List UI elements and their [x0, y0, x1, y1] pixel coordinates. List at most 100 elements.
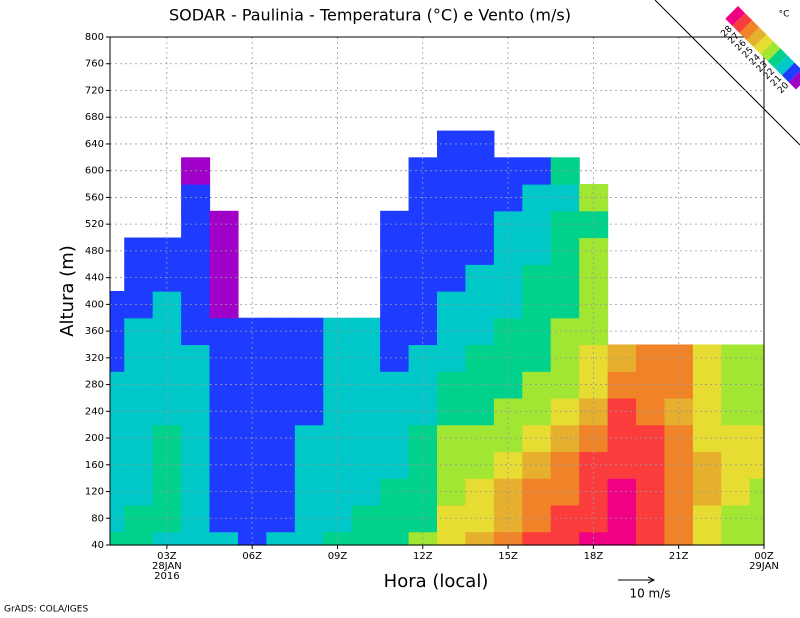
heat-cell — [124, 291, 154, 319]
heat-cell — [110, 317, 125, 346]
chart-title: SODAR - Paulinia - Temperatura (°C) e Ve… — [169, 6, 571, 25]
heat-cell — [692, 344, 722, 372]
heat-cell — [294, 504, 324, 533]
heat-cell — [380, 478, 410, 506]
y-axis-label: Altura (m) — [57, 245, 78, 337]
x-date-label: 2016 — [154, 571, 179, 582]
heat-cell — [152, 291, 182, 319]
heat-cell — [721, 531, 751, 546]
reference-label: 10 m/s — [629, 587, 670, 601]
x-tick-label: 06Z — [242, 551, 262, 562]
y-tick-label: 360 — [85, 326, 104, 337]
heat-cell — [110, 504, 125, 533]
x-tick-label: 09Z — [328, 551, 348, 562]
heat-cell — [124, 424, 154, 453]
heat-cell — [380, 504, 410, 533]
heat-cell — [749, 371, 765, 399]
heat-cell — [110, 424, 125, 453]
heat-cell — [692, 478, 722, 506]
heat-cell — [749, 478, 765, 506]
x-axis-label: Hora (local) — [384, 571, 489, 592]
heat-cell — [124, 237, 154, 265]
heat-cell — [579, 371, 609, 399]
heat-cell — [124, 451, 154, 479]
y-tick-label: 480 — [85, 246, 104, 257]
heat-cell — [209, 210, 239, 239]
y-tick-label: 80 — [91, 513, 104, 524]
y-tick-label: 400 — [85, 299, 104, 310]
y-tick-label: 560 — [85, 192, 104, 203]
heat-cell — [493, 291, 523, 319]
colorbar-swatch — [732, 13, 753, 33]
heat-cell — [380, 317, 410, 346]
heat-cell — [380, 531, 410, 546]
heat-cell — [237, 317, 267, 346]
x-tick-label: 15Z — [498, 551, 518, 562]
y-tick-label: 120 — [85, 487, 104, 498]
heat-cell — [408, 317, 438, 346]
heat-cell — [692, 424, 722, 453]
heat-cell — [294, 478, 324, 506]
heat-cell — [124, 264, 154, 292]
heat-cell — [110, 451, 125, 479]
heat-cell — [323, 451, 353, 479]
heat-cell — [209, 317, 239, 346]
heat-cell — [110, 344, 125, 372]
heat-cell — [209, 531, 239, 546]
heat-cell — [294, 344, 324, 372]
heat-cell — [110, 291, 125, 319]
heat-cell — [152, 371, 182, 399]
x-tick-label: 18Z — [584, 551, 604, 562]
y-tick-label: 280 — [85, 380, 104, 391]
heat-cell — [749, 344, 765, 372]
heat-cell — [579, 291, 609, 319]
heat-cell — [749, 424, 765, 453]
heat-cell — [209, 371, 239, 399]
y-tick-label: 520 — [85, 219, 104, 230]
heat-cell — [692, 371, 722, 399]
heat-cell — [408, 237, 438, 265]
heat-cell — [209, 504, 239, 533]
heat-cell — [124, 504, 154, 533]
heat-cell — [209, 424, 239, 453]
heat-cell — [749, 451, 765, 479]
heat-cell — [110, 397, 125, 426]
y-tick-label: 200 — [85, 433, 104, 444]
heat-cell — [380, 397, 410, 426]
y-tick-label: 240 — [85, 406, 104, 417]
heat-cell — [550, 531, 580, 546]
heat-cell — [408, 291, 438, 319]
colorbar-swatch — [774, 55, 795, 76]
colorbar-swatch — [788, 69, 800, 90]
colorbar-swatch — [739, 20, 760, 40]
y-tick-label: 720 — [85, 85, 104, 96]
heat-cell — [493, 317, 523, 346]
colorbar-swatch — [753, 34, 774, 55]
colorbar-swatch — [725, 6, 746, 26]
heat-cell — [351, 531, 381, 546]
heat-cell — [209, 264, 239, 292]
heat-cell — [237, 371, 267, 399]
colorbar-swatch — [760, 41, 781, 62]
heat-cell — [124, 397, 154, 426]
heat-cell — [408, 451, 438, 479]
heat-cell — [749, 504, 765, 533]
heat-cell — [522, 531, 552, 546]
heat-cell — [110, 478, 125, 506]
heat-cell — [493, 157, 523, 185]
x-date-label: 29JAN — [749, 561, 779, 572]
heat-cell — [692, 504, 722, 533]
heat-cell — [579, 451, 609, 479]
y-tick-label: 600 — [85, 166, 104, 177]
heat-cell — [664, 371, 694, 399]
heat-cell — [493, 210, 523, 239]
colorbar-unit: °C — [779, 10, 790, 20]
heat-cell — [323, 317, 353, 346]
y-tick-label: 440 — [85, 273, 104, 284]
heat-cell — [465, 531, 495, 546]
reference-arrowhead — [647, 576, 656, 584]
x-tick-label: 21Z — [669, 551, 689, 562]
heat-cell — [152, 451, 182, 479]
heat-cell — [124, 531, 154, 546]
